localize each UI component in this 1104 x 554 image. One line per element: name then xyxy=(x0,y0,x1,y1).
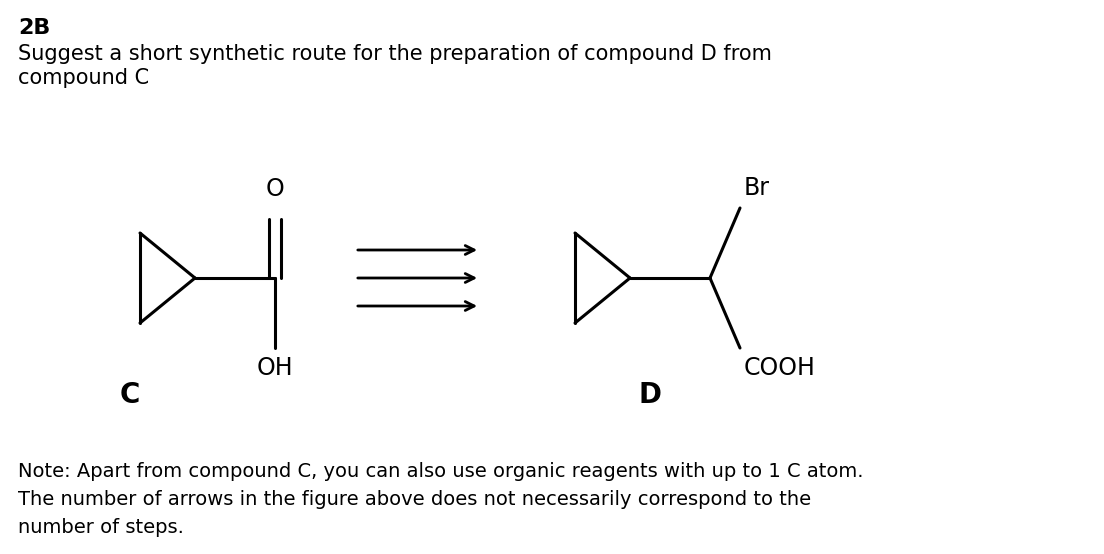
Text: O: O xyxy=(266,177,285,201)
Text: The number of arrows in the figure above does not necessarily correspond to the: The number of arrows in the figure above… xyxy=(18,490,811,509)
Text: compound C: compound C xyxy=(18,68,149,88)
Text: Note: Apart from compound C, you can also use organic reagents with up to 1 C at: Note: Apart from compound C, you can als… xyxy=(18,462,863,481)
Text: D: D xyxy=(638,381,661,409)
Text: OH: OH xyxy=(257,356,294,380)
Text: Suggest a short synthetic route for the preparation of compound D from: Suggest a short synthetic route for the … xyxy=(18,44,772,64)
Text: COOH: COOH xyxy=(744,356,816,380)
Text: Br: Br xyxy=(744,176,769,200)
Text: 2B: 2B xyxy=(18,18,51,38)
Text: number of steps.: number of steps. xyxy=(18,518,184,537)
Text: C: C xyxy=(120,381,140,409)
